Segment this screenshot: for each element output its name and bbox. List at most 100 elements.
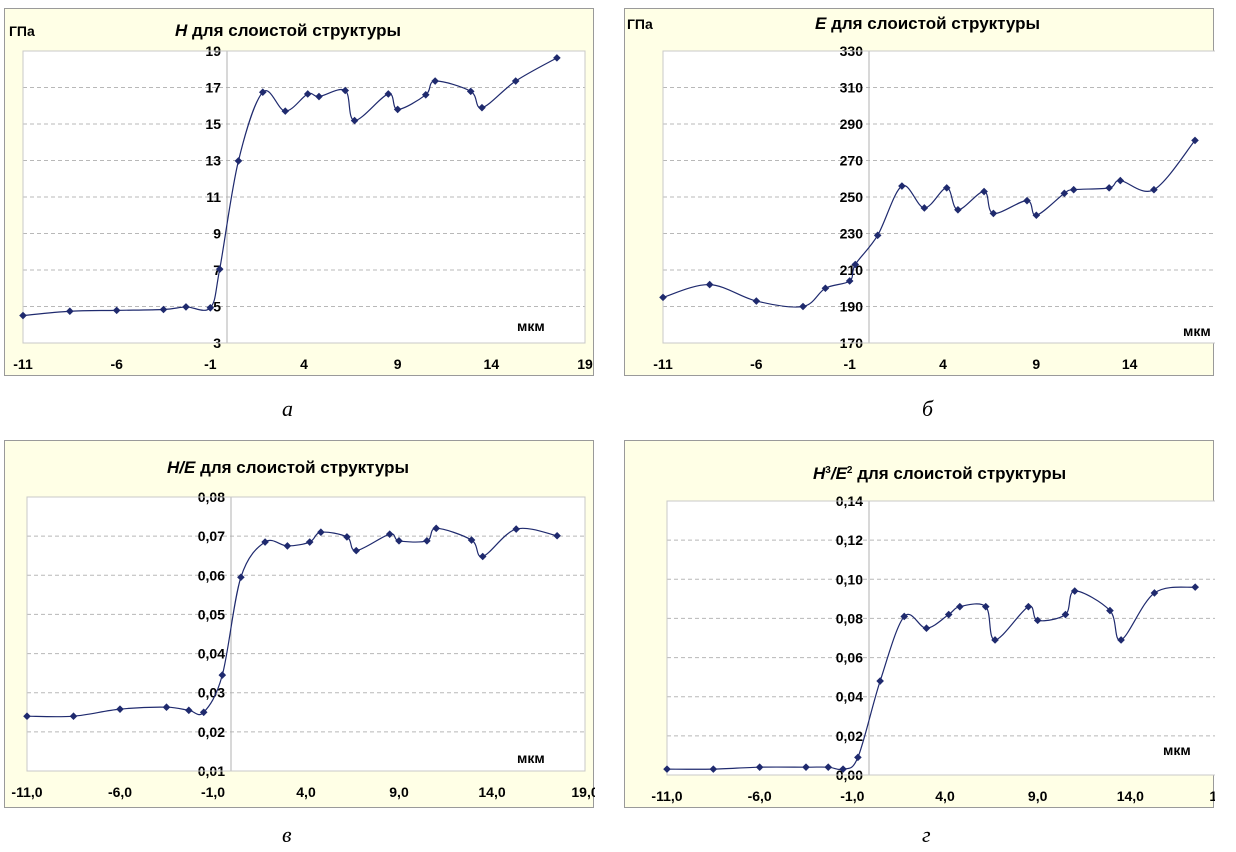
data-point-marker: [69, 712, 78, 720]
x-tick-label: -1: [843, 356, 856, 372]
data-point-marker: [980, 187, 988, 196]
y-tick-label: 0,03: [198, 685, 225, 701]
x-tick-label: -1: [204, 356, 217, 372]
x-tick-label: 19: [577, 356, 593, 372]
data-point-marker: [1150, 589, 1159, 597]
data-point-marker: [478, 103, 486, 112]
data-point-marker: [1024, 602, 1033, 611]
x-tick-label: -11,0: [651, 788, 682, 804]
data-point-marker: [922, 624, 931, 633]
y-tick-label: 310: [840, 80, 864, 96]
y-tick-label: 0,08: [836, 610, 863, 626]
data-point-marker: [303, 90, 312, 98]
y-tick-label: 13: [205, 153, 221, 169]
plot-area: [27, 497, 585, 771]
chart-svg-c: 0,010,020,030,040,050,060,070,08-11,0 -6,…: [11, 458, 595, 800]
y-tick-label: 0,04: [836, 689, 863, 705]
chart-title: E для слоистой структуры: [815, 14, 1040, 33]
x-tick-label: 19,0: [571, 784, 595, 800]
x-tick-label: -6: [110, 356, 123, 372]
data-point-marker: [553, 531, 561, 540]
data-point-marker: [1033, 616, 1042, 625]
plot-border: [26, 496, 586, 772]
x-unit-label: мкм: [1183, 323, 1211, 339]
y-tick-label: 0,07: [198, 528, 225, 544]
data-point-marker: [663, 765, 671, 773]
y-tick-label: 290: [840, 116, 864, 132]
data-point-marker: [283, 542, 292, 550]
y-unit-label: ГПа: [9, 23, 35, 39]
y-tick-label: 11: [206, 189, 221, 205]
data-point-marker: [1191, 136, 1199, 145]
chart-panel-c: 0,01 0,02 0,03 0,04 0,05 0,06 0,07 0,08 -11,0 -6,…: [4, 440, 595, 808]
data-point-marker: [384, 90, 393, 98]
data-point-marker: [1150, 185, 1158, 194]
x-tick-label: -6,0: [108, 784, 132, 800]
y-tick-label: 0,04: [198, 646, 225, 662]
data-point-marker: [317, 528, 325, 537]
data-point-marker: [352, 546, 361, 555]
y-tick-label: 0,10: [836, 571, 863, 587]
data-point-marker: [182, 303, 190, 311]
data-point-marker: [159, 305, 168, 314]
y-tick-label: 210: [840, 262, 864, 278]
series-line: [662, 140, 1196, 308]
data-point-marker: [341, 86, 350, 95]
x-unit-label: мкм: [1163, 742, 1191, 758]
data-point-marker: [1069, 185, 1078, 194]
data-point-marker: [824, 763, 833, 771]
chart-panel-d: 0,00 0,02 0,04 0,06 0,08 0,10 0,12 0,14 -11,0 -6,…: [624, 440, 1215, 808]
x-tick-label: 14,0: [478, 784, 505, 800]
panel-letter-c: в: [282, 822, 292, 847]
data-point-marker: [954, 205, 962, 214]
data-point-marker: [185, 706, 193, 715]
x-tick-label: 4,0: [935, 788, 955, 804]
data-point-marker: [755, 763, 764, 771]
data-point-marker: [258, 88, 267, 97]
data-point-marker: [206, 303, 215, 312]
chart-title: H/E для слоистой структуры: [167, 458, 409, 477]
x-tick-label: 4: [300, 356, 308, 372]
y-tick-label: 0,12: [836, 532, 863, 548]
x-tick-label: -1,0: [840, 788, 864, 804]
data-point-marker: [112, 306, 121, 315]
plot-border: [22, 50, 586, 344]
data-point-marker: [466, 87, 475, 96]
data-point-marker: [421, 91, 430, 99]
y-tick-label: 270: [840, 153, 864, 169]
chart-title: H для слоистой структуры: [175, 21, 401, 40]
data-point-marker: [876, 677, 884, 685]
data-point-marker: [553, 54, 561, 62]
data-point-marker: [432, 524, 440, 533]
y-tick-label: 250: [840, 189, 864, 205]
panel-letter-d: г: [922, 822, 931, 847]
data-point-marker: [1070, 587, 1079, 595]
data-point-marker: [343, 533, 351, 541]
y-tick-label: 0,06: [198, 567, 225, 583]
y-tick-label: 0,06: [836, 650, 863, 666]
x-tick-label: -11: [13, 356, 33, 372]
series-line: [666, 586, 1196, 771]
data-point-marker: [511, 77, 520, 85]
data-point-marker: [1061, 610, 1070, 619]
y-tick-label: 0,05: [198, 606, 225, 622]
x-tick-label: 14,0: [1117, 788, 1144, 804]
x-tick-label: 19,0: [1209, 788, 1215, 804]
data-point-marker: [23, 712, 31, 720]
data-point-marker: [423, 537, 431, 545]
y-tick-label: 190: [840, 299, 864, 315]
chart-panel-b: 170190210230250270290310330-11-6-1491419…: [624, 8, 1215, 376]
x-unit-label: мкм: [517, 318, 545, 334]
data-point-marker: [989, 209, 998, 218]
data-point-marker: [873, 231, 882, 240]
data-point-marker: [478, 552, 487, 561]
x-tick-label: 9,0: [1028, 788, 1048, 804]
data-point-marker: [234, 157, 243, 165]
data-point-marker: [1106, 606, 1114, 615]
y-tick-label: 230: [840, 226, 864, 242]
data-point-marker: [802, 763, 810, 771]
x-tick-label: -11,0: [11, 784, 42, 800]
data-point-marker: [981, 602, 990, 611]
y-unit-label: ГПа: [627, 16, 653, 32]
data-point-marker: [851, 260, 860, 269]
